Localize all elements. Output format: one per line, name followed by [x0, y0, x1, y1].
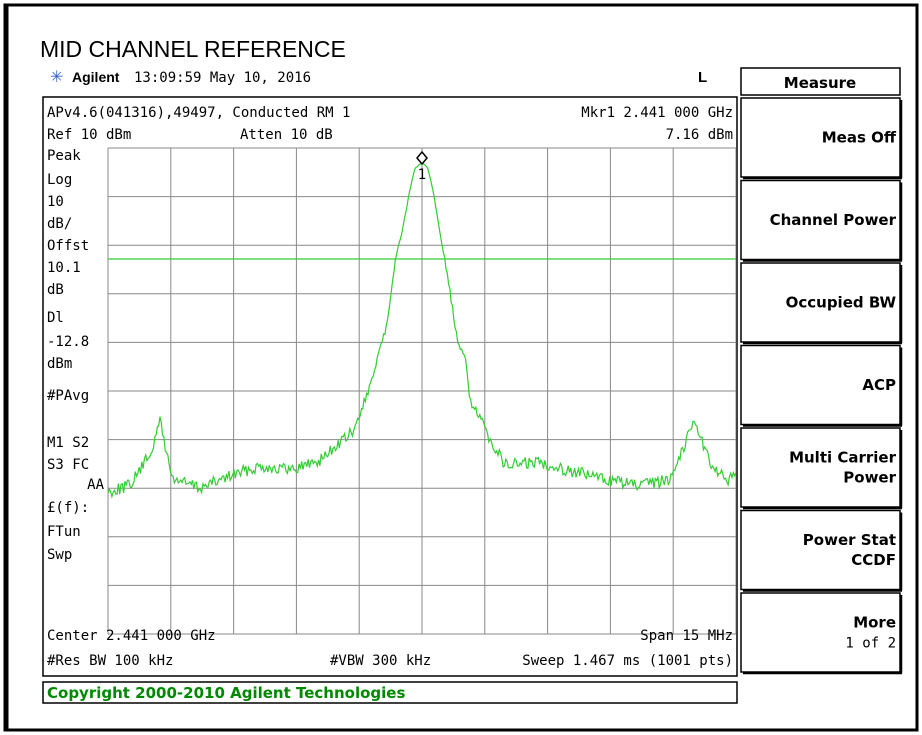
softkey-label[interactable]: Occupied BW [786, 294, 897, 312]
vbw: #VBW 300 kHz [330, 653, 431, 669]
marker-label: 1 [418, 167, 426, 183]
marker-value: 7.16 dBm [666, 127, 733, 143]
left-label: S3 FC [47, 457, 89, 473]
copyright-bar [42, 681, 738, 704]
softkey [740, 344, 901, 426]
softkey-label[interactable]: Meas Off [822, 129, 897, 147]
softkey-header-box [740, 67, 901, 96]
screen-border [42, 96, 738, 677]
rbw: #Res BW 100 kHz [47, 653, 173, 669]
left-label: M1 S2 [47, 435, 89, 451]
softkey [740, 592, 901, 673]
marker-freq: Mkr1 2.441 000 GHz [581, 105, 733, 121]
setup-info: APv4.6(041316),49497, Conducted RM 1 [47, 105, 350, 121]
logo-icon: ✳ [50, 69, 63, 86]
graticule [107, 147, 737, 635]
softkey-label[interactable]: CCDF [851, 551, 896, 569]
attenuation: Atten 10 dB [240, 127, 333, 143]
softkey [740, 509, 901, 591]
left-label: 10.1 [47, 260, 81, 276]
left-label: Log [47, 172, 72, 188]
softkey-header: Measure [784, 74, 856, 92]
softkey [740, 262, 901, 343]
left-label: FTun [47, 524, 81, 540]
left-label: Dl [47, 310, 64, 326]
left-label: Swp [47, 547, 72, 563]
time: 13:09:59 May 10, 2016 [134, 70, 311, 86]
left-label: #PAvg [47, 388, 89, 404]
softkey-label[interactable]: Power [843, 469, 896, 487]
softkey-label[interactable]: Channel Power [770, 211, 897, 229]
softkey-label[interactable]: Multi Carrier [789, 449, 897, 467]
softkey-label[interactable]: 1 of 2 [845, 636, 896, 652]
left-label: Offst [47, 238, 89, 254]
left-label: £(f): [47, 500, 89, 516]
left-label: 10 [47, 194, 64, 210]
center-freq: Center 2.441 000 GHz [47, 628, 216, 644]
softkey-label[interactable]: More [853, 614, 896, 632]
sweep: Sweep 1.467 ms (1001 pts) [522, 653, 733, 669]
ref-level: Ref 10 dBm [47, 127, 131, 143]
title: MID CHANNEL REFERENCE [40, 36, 346, 62]
marker [416, 150, 428, 166]
left-label: AA [87, 477, 104, 493]
copyright: Copyright 2000-2010 Agilent Technologies [47, 684, 405, 702]
left-label: Peak [47, 148, 81, 164]
left-label: dB [47, 282, 64, 298]
softkey [740, 427, 901, 508]
softkey-label[interactable]: ACP [862, 376, 896, 394]
span: Span 15 MHz [640, 628, 733, 644]
left-label: dB/ [47, 216, 72, 232]
softkey-label[interactable]: Power Stat [803, 531, 896, 549]
left-label: dBm [47, 356, 72, 372]
left-label: -12.8 [47, 334, 89, 350]
mode: L [698, 69, 707, 86]
brand: Agilent [72, 69, 120, 85]
